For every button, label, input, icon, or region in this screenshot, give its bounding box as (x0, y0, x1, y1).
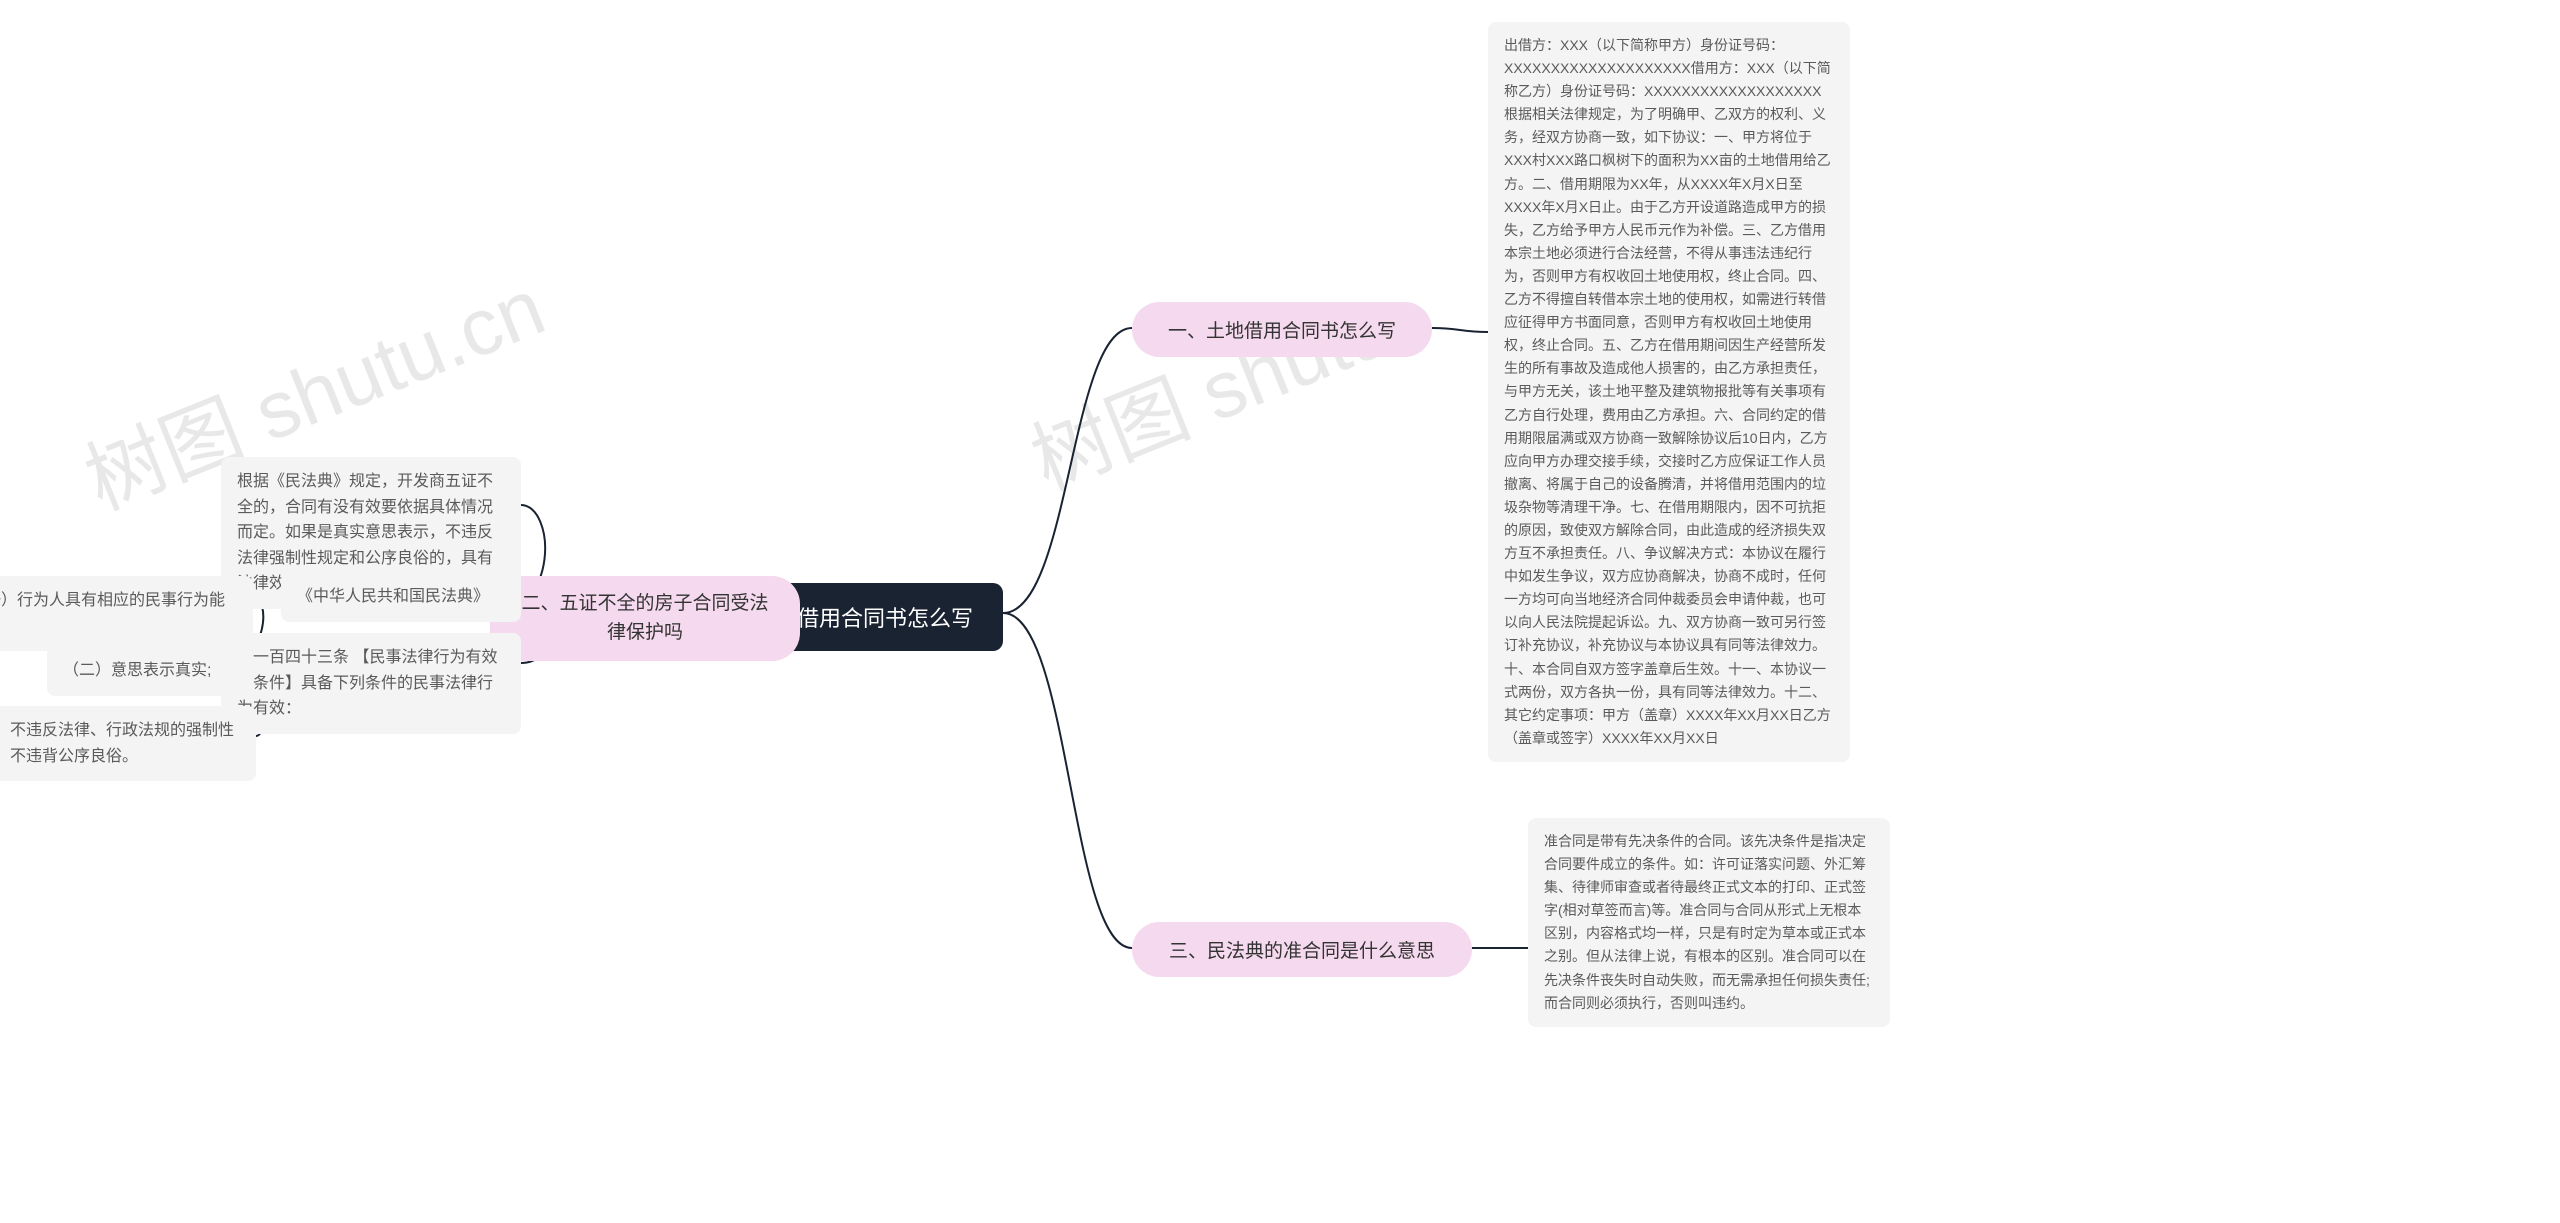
watermark-right: 树图 shutu (1012, 263, 1406, 512)
branch-2-sub-2: 《中华人民共和国民法典》 (281, 572, 521, 622)
branch-1: 一、土地借用合同书怎么写 (1132, 302, 1432, 357)
branch-2-sub-3-leaf-2: （二）意思表示真实; (47, 646, 253, 696)
branch-2-sub-3-leaf-3: （三）不违反法律、行政法规的强制性规定，不违背公序良俗。 (0, 706, 256, 781)
branch-2: 二、五证不全的房子合同受法律保护吗 (490, 576, 800, 661)
branch-3: 三、民法典的准合同是什么意思 (1132, 922, 1472, 977)
branch-1-leaf: 出借方：XXX（以下简称甲方）身份证号码：XXXXXXXXXXXXXXXXXXX… (1488, 22, 1850, 762)
branch-2-sub-3: 第一百四十三条 【民事法律行为有效的条件】具备下列条件的民事法律行为有效： (221, 633, 521, 734)
branch-2-sub-3-leaf-1: （一）行为人具有相应的民事行为能力; (0, 576, 253, 651)
branch-3-leaf: 准合同是带有先决条件的合同。该先决条件是指决定合同要件成立的条件。如：许可证落实… (1528, 818, 1890, 1027)
